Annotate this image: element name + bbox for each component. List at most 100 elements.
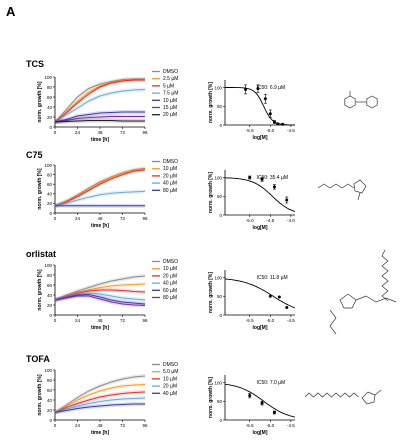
y-axis-label: norm. growth [%] — [37, 168, 43, 209]
ic50-annotation: IC50: 6.9 µM — [257, 85, 286, 91]
y-tick-label: 0 — [219, 213, 222, 218]
y-tick-label: 40 — [47, 293, 53, 298]
data-point — [260, 177, 264, 181]
legend-label: DMSO — [163, 362, 178, 368]
data-point — [263, 97, 267, 101]
y-axis-label: norm. growth [%] — [208, 272, 214, 313]
x-tick-label: -5.0 — [266, 423, 274, 428]
y-tick-label: 40 — [47, 192, 53, 197]
x-axis-label: time [h] — [91, 430, 109, 436]
chart-title: C75 — [26, 150, 43, 160]
legend-label: 10 µM — [163, 166, 177, 172]
series-line — [54, 397, 146, 413]
x-tick-label: 0 — [54, 318, 57, 323]
series-band — [55, 110, 145, 124]
series-line — [54, 169, 146, 207]
y-tick-label: 60 — [47, 95, 53, 100]
data-point — [260, 401, 264, 405]
x-tick-label: -5.0 — [266, 318, 274, 323]
data-point — [248, 394, 252, 398]
legend-label: 20 µM — [163, 173, 177, 179]
series-line — [54, 275, 146, 301]
legend-label: 10 µM — [163, 98, 177, 104]
chart-title: orlistat — [26, 249, 56, 259]
y-tick-label: 20 — [47, 408, 53, 413]
x-tick-label: 48 — [97, 423, 103, 428]
legend-label: 15 µM — [163, 105, 177, 111]
series-band — [55, 382, 145, 415]
legend-label: 7.5 µM — [163, 91, 178, 97]
y-tick-label: 60 — [47, 182, 53, 187]
chemical-structure — [329, 249, 397, 335]
series-line — [54, 89, 146, 123]
legend-label: 80 µM — [163, 188, 177, 194]
y-tick-label: 100 — [44, 75, 52, 80]
series-line — [54, 116, 145, 123]
x-axis-label: log[M] — [253, 135, 268, 141]
series-line — [54, 289, 146, 301]
data-point — [277, 295, 281, 299]
growth-chart-C75: C75 0 20 40 60 80 100 0 24 48 72 96 time [h] norm. gr… — [26, 150, 178, 229]
fit-curve — [224, 278, 296, 309]
legend-label: 5.0 µM — [163, 369, 178, 375]
series-band — [55, 118, 145, 124]
series-band — [55, 166, 145, 208]
y-tick-label: 100 — [44, 163, 52, 168]
y-tick-label: 0 — [219, 418, 222, 423]
data-point — [244, 87, 248, 91]
x-tick-label: -5.5 — [246, 318, 254, 323]
data-point — [272, 120, 276, 124]
legend-label: 2.5 µM — [163, 76, 178, 82]
series-line — [54, 111, 145, 123]
series-band — [55, 374, 145, 415]
x-tick-label: -4.0 — [287, 218, 295, 223]
x-tick-label: 96 — [142, 130, 148, 135]
legend-label: 40 µM — [163, 181, 177, 187]
y-tick-label: 80 — [47, 172, 53, 177]
x-tick-label: -4.5 — [287, 128, 295, 133]
data-point — [268, 112, 272, 116]
legend-label: 80 µM — [163, 295, 177, 301]
y-tick-label: 80 — [47, 85, 53, 90]
y-tick-label: 0 — [49, 211, 52, 216]
y-tick-label: 0 — [49, 313, 52, 318]
y-tick-label: 80 — [47, 273, 53, 278]
x-tick-label: 48 — [97, 318, 103, 323]
y-tick-label: 20 — [47, 303, 53, 308]
growth-chart-TCS: TCS 0 20 40 60 80 100 0 24 48 72 96 time [h] norm. gr… — [26, 59, 178, 143]
x-tick-label: 48 — [97, 216, 103, 221]
y-tick-label: 20 — [47, 115, 53, 120]
y-tick-label: 100 — [214, 275, 222, 280]
y-axis-label: norm. growth [%] — [208, 377, 214, 418]
x-tick-label: 96 — [142, 423, 148, 428]
legend-label: 5 µM — [163, 83, 174, 89]
legend-label: 20 µM — [163, 384, 177, 390]
y-tick-label: 100 — [44, 263, 52, 268]
legend-label: 10 µM — [163, 376, 177, 382]
y-tick-label: 0 — [49, 125, 52, 130]
y-axis-label: norm. growth [%] — [208, 172, 214, 213]
y-tick-label: 40 — [47, 105, 53, 110]
series-line — [54, 293, 146, 305]
chemical-structure — [304, 389, 382, 405]
legend-label: 40 µM — [163, 281, 177, 287]
y-axis-label: norm. growth [%] — [37, 81, 43, 122]
data-point — [256, 87, 260, 91]
legend-label: 20 µM — [163, 273, 177, 279]
y-tick-label: 20 — [47, 201, 53, 206]
y-tick-label: 60 — [47, 388, 53, 393]
legend-label: 60 µM — [163, 288, 177, 294]
x-tick-label: -4.5 — [266, 218, 274, 223]
x-axis-label: time [h] — [91, 325, 109, 331]
series-band — [55, 77, 145, 124]
y-axis-label: norm. growth [%] — [37, 269, 43, 310]
x-tick-label: -5.0 — [246, 218, 254, 223]
series-band — [55, 274, 145, 302]
legend-label: 20 µM — [163, 112, 177, 118]
dose-chart-TCS-dose: 0 50 100 -5.5 -5.0 -4.5 log[M] norm. growth [%]… — [208, 80, 295, 141]
x-tick-label: 24 — [75, 130, 81, 135]
x-axis-label: log[M] — [253, 430, 268, 436]
x-tick-label: 24 — [75, 423, 81, 428]
